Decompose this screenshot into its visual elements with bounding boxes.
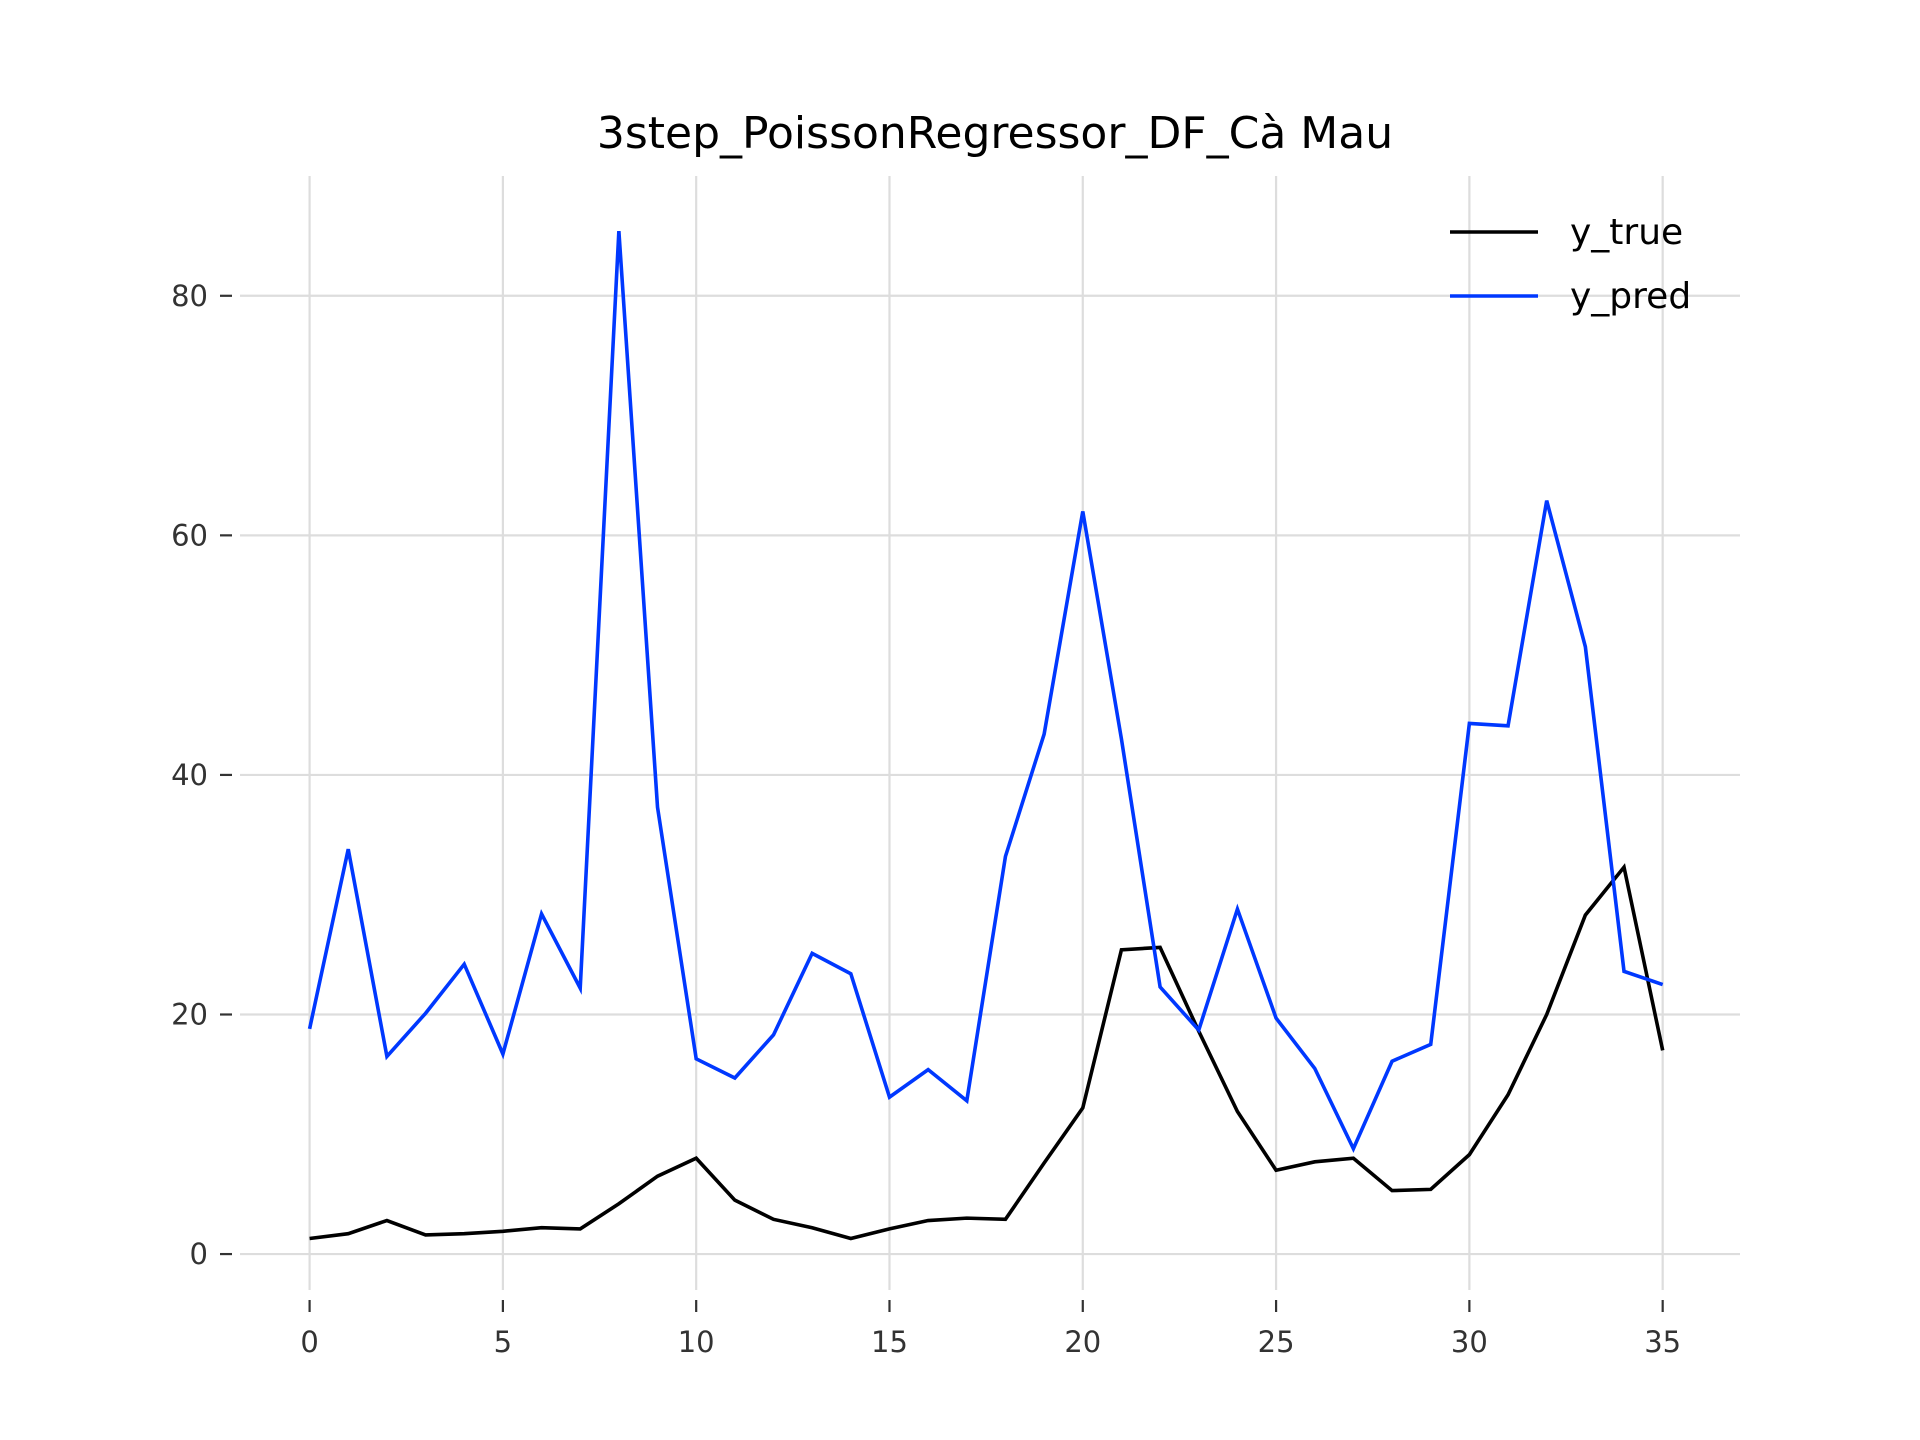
chart-title: 3step_PoissonRegressor_DF_Cà Mau: [597, 108, 1393, 159]
x-tick-label: 10: [678, 1325, 715, 1359]
x-tick-label: 25: [1258, 1325, 1295, 1359]
x-tick-label: 0: [300, 1325, 318, 1359]
x-tick-label: 20: [1064, 1325, 1101, 1359]
axes: 0 5 10 15 20 25 30 35 0 20 40 60 80: [171, 279, 1681, 1359]
grid: [240, 176, 1740, 1290]
y-tick-label: 80: [171, 279, 208, 313]
series: [307, 230, 1665, 1241]
y-tick-label: 20: [171, 997, 208, 1031]
legend-label-y_pred: y_pred: [1570, 276, 1691, 317]
series-line-y_pred: [307, 230, 1664, 1153]
y-tick-label: 0: [190, 1237, 208, 1271]
y-tick-label: 60: [171, 518, 208, 552]
legend-label-y_true: y_true: [1570, 212, 1683, 253]
y-tick-label: 40: [171, 758, 208, 792]
legend: y_true y_pred: [1450, 212, 1691, 317]
x-tick-label: 30: [1451, 1325, 1488, 1359]
x-tick-label: 5: [494, 1325, 512, 1359]
series-line-y_true: [309, 863, 1665, 1241]
x-tick-label: 35: [1644, 1325, 1681, 1359]
x-tick-label: 15: [871, 1325, 908, 1359]
